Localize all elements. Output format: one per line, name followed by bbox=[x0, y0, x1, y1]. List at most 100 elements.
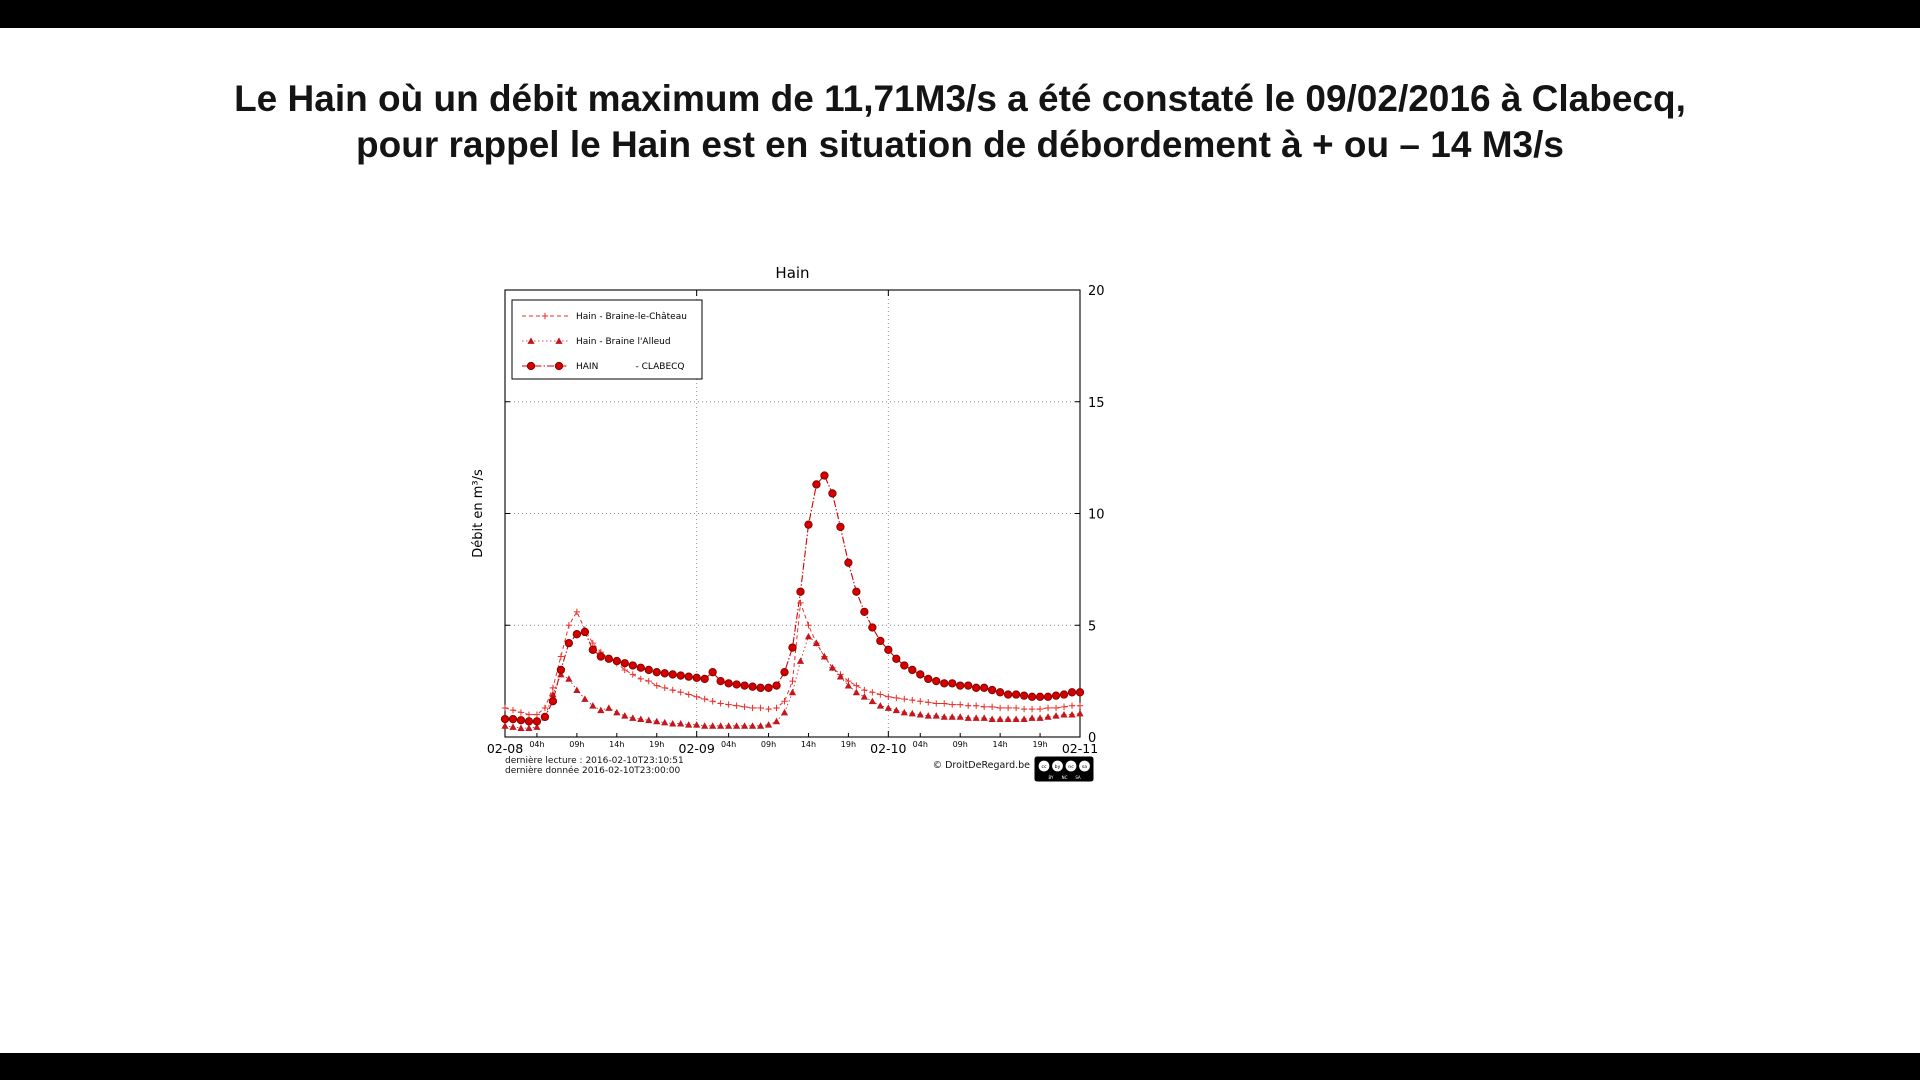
plus-marker-icon bbox=[901, 695, 908, 703]
circle-marker-icon bbox=[692, 673, 701, 682]
circle-marker-icon bbox=[548, 697, 558, 706]
plus-marker-icon bbox=[733, 702, 740, 709]
cc-term-label: SA bbox=[1075, 775, 1081, 780]
plus-marker-icon bbox=[541, 704, 549, 712]
plus-marker-icon bbox=[757, 704, 764, 712]
x-major-label: 02-11 bbox=[1062, 741, 1098, 756]
triangle-marker-icon bbox=[732, 722, 741, 729]
triangle-marker-icon bbox=[748, 722, 757, 729]
triangle-marker-icon bbox=[527, 337, 535, 344]
triangle-marker-icon bbox=[876, 702, 884, 709]
plus-marker-icon bbox=[869, 689, 876, 696]
circle-marker-icon bbox=[652, 668, 661, 677]
plus-marker-icon bbox=[541, 312, 549, 320]
circle-marker-icon bbox=[508, 714, 518, 724]
plus-marker-icon bbox=[533, 711, 541, 718]
triangle-marker-icon bbox=[525, 724, 533, 731]
x-minor-label: 04h bbox=[913, 740, 928, 749]
plus-marker-icon bbox=[1060, 703, 1068, 711]
x-minor-label: 14h bbox=[801, 740, 816, 749]
circle-marker-icon bbox=[580, 627, 590, 637]
circle-marker-icon bbox=[1075, 688, 1085, 697]
circle-marker-icon bbox=[1051, 691, 1061, 700]
circle-marker-icon bbox=[940, 679, 949, 688]
last-data-text: dernière donnée 2016-02-10T23:00:00 bbox=[505, 765, 680, 776]
triangle-marker-icon bbox=[956, 713, 964, 720]
circle-marker-icon bbox=[1019, 691, 1029, 700]
circle-marker-icon bbox=[900, 661, 909, 670]
plus-marker-icon bbox=[933, 700, 940, 707]
triangle-marker-icon bbox=[725, 722, 733, 729]
circle-marker-icon bbox=[876, 636, 885, 646]
circle-marker-icon bbox=[596, 652, 605, 661]
plus-marker-icon bbox=[573, 608, 581, 616]
cc-nc-icon bbox=[1065, 760, 1077, 772]
x-major-label: 02-09 bbox=[679, 741, 715, 756]
legend-label-braine-le-chateau: Hain - Braine-le-Château bbox=[576, 312, 687, 322]
circle-marker-icon bbox=[684, 672, 693, 681]
triangle-marker-icon bbox=[581, 695, 589, 702]
triangle-marker-icon bbox=[852, 688, 860, 696]
triangle-marker-icon bbox=[621, 712, 629, 719]
cc-badge-bg[interactable] bbox=[1034, 756, 1094, 782]
circle-marker-icon bbox=[892, 654, 901, 663]
plus-marker-icon bbox=[685, 691, 692, 698]
triangle-marker-icon bbox=[772, 717, 781, 725]
triangle-marker-icon bbox=[1012, 715, 1020, 723]
triangle-marker-icon bbox=[501, 722, 509, 729]
y-axis-label: Débit en m³/s bbox=[471, 469, 486, 558]
cc-license-badge[interactable]: cc by nc sa BY NC SA bbox=[1034, 756, 1094, 782]
plus-marker-icon bbox=[765, 705, 772, 713]
triangle-marker-icon bbox=[565, 675, 573, 682]
top-black-bar bbox=[0, 0, 1920, 28]
plus-marker-icon bbox=[861, 686, 868, 694]
plus-marker-icon bbox=[661, 684, 668, 692]
triangle-marker-icon bbox=[740, 722, 749, 729]
circle-marker-icon bbox=[780, 668, 789, 677]
plus-marker-icon bbox=[653, 682, 660, 689]
circle-marker-icon bbox=[524, 717, 534, 726]
circle-marker-icon bbox=[532, 717, 542, 726]
plus-marker-icon bbox=[549, 684, 557, 692]
triangle-marker-icon bbox=[996, 715, 1004, 723]
triangle-marker-icon bbox=[645, 716, 653, 724]
circle-marker-icon bbox=[554, 361, 564, 371]
triangle-marker-icon bbox=[597, 706, 605, 714]
triangle-marker-icon bbox=[573, 686, 581, 693]
triangle-marker-icon bbox=[1004, 715, 1012, 723]
slide-title-line1: Le Hain où un débit maximum de 11,71M3/s… bbox=[234, 78, 1686, 119]
plus-marker-icon bbox=[885, 693, 892, 700]
x-major-label: 02-10 bbox=[870, 741, 906, 756]
x-minor-label: 19h bbox=[1032, 740, 1047, 749]
plus-marker-icon bbox=[949, 701, 956, 708]
plus-marker-icon bbox=[709, 698, 716, 705]
circle-marker-icon bbox=[988, 685, 997, 695]
circle-marker-icon bbox=[588, 645, 597, 654]
bottom-black-bar bbox=[0, 1053, 1920, 1080]
cc-icon-glyph: sa bbox=[1082, 765, 1087, 770]
x-minor-label: 19h bbox=[841, 740, 856, 749]
circle-marker-icon bbox=[516, 716, 526, 725]
plus-marker-icon bbox=[1052, 704, 1060, 712]
legend-label-braine-l-alleud: Hain - Braine l'Alleud bbox=[576, 337, 671, 347]
slide-title: Le Hain où un débit maximum de 11,71M3/s… bbox=[0, 76, 1920, 168]
triangle-marker-icon bbox=[1020, 715, 1028, 723]
circle-marker-icon bbox=[556, 665, 566, 675]
plus-marker-icon bbox=[1028, 705, 1036, 713]
triangle-marker-icon bbox=[804, 632, 813, 640]
circle-marker-icon bbox=[836, 522, 845, 532]
triangle-marker-icon bbox=[629, 714, 637, 721]
plus-marker-icon bbox=[645, 677, 652, 685]
cc-term-label: BY bbox=[1049, 775, 1055, 780]
x-major-label: 02-08 bbox=[487, 741, 523, 756]
circle-marker-icon bbox=[804, 520, 813, 529]
last-reading-text: dernière lecture : 2016-02-10T23:10:51 bbox=[505, 755, 684, 766]
plus-marker-icon bbox=[789, 677, 796, 685]
circle-marker-icon bbox=[676, 671, 685, 680]
triangle-marker-icon bbox=[980, 714, 988, 721]
circle-marker-icon bbox=[708, 668, 717, 677]
triangle-marker-icon bbox=[1052, 712, 1060, 719]
cc-by-icon bbox=[1052, 760, 1063, 772]
circle-marker-icon bbox=[636, 663, 645, 672]
